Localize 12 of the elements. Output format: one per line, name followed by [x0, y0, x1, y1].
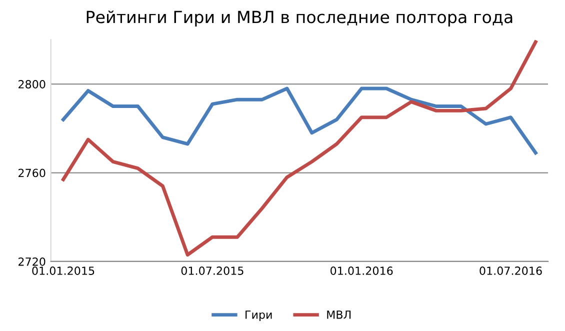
x-tick-label: 01.01.2015 — [32, 266, 94, 275]
line-series — [62, 40, 538, 257]
chart-title: Рейтинги Гири и МВЛ в последние полтора года — [86, 10, 512, 27]
x-tick-label: 01.07.2015 — [181, 266, 244, 275]
legend-label: Гири — [246, 310, 272, 321]
legend-label: МВЛ — [327, 310, 351, 319]
x-tick-label: 01.01.2016 — [330, 266, 393, 275]
y-tick-label: 2760 — [18, 168, 46, 178]
y-tick-label: 2800 — [18, 80, 46, 88]
line-series — [62, 86, 538, 155]
y-tick-label: 2720 — [18, 257, 46, 266]
x-tick-label: 01.07.2016 — [480, 266, 542, 275]
